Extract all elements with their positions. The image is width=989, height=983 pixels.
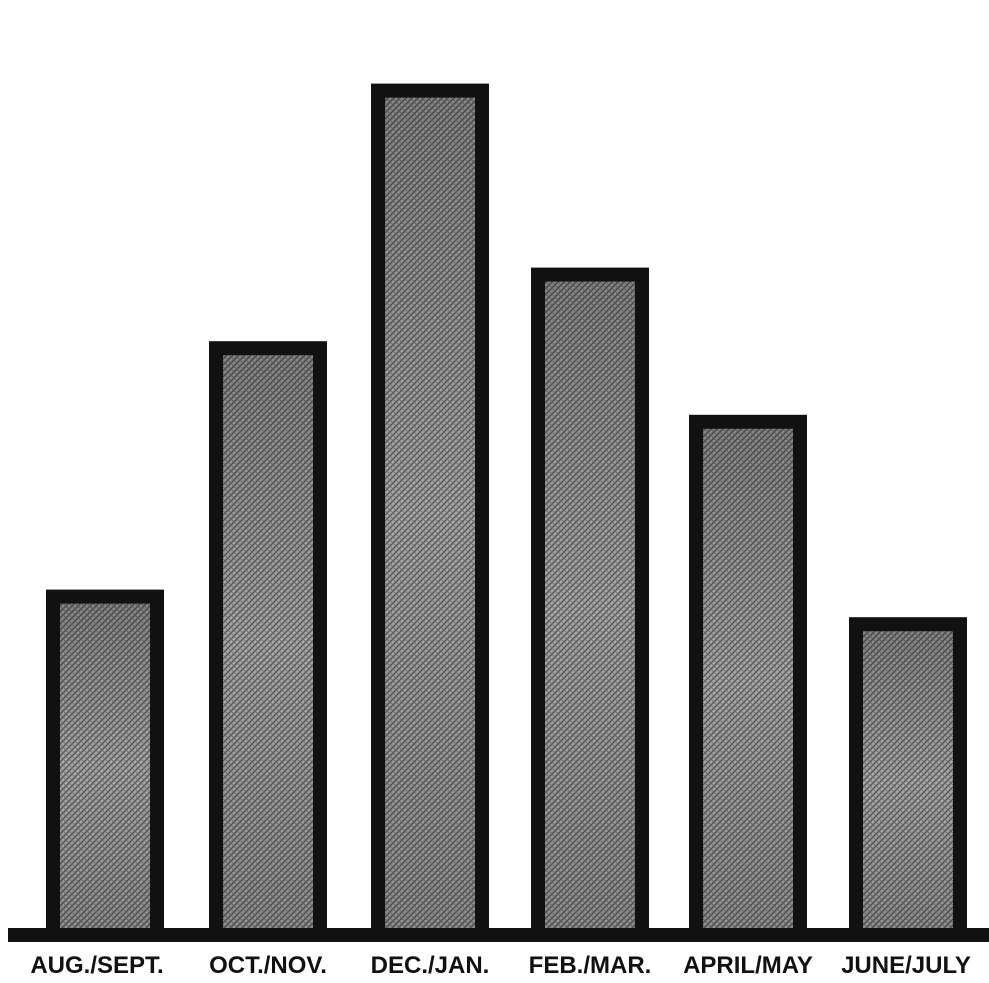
bar-shading bbox=[60, 603, 150, 930]
bar-5 bbox=[689, 414, 807, 930]
x-tick-label: JUNE/JULY bbox=[841, 952, 971, 979]
bar-shading bbox=[863, 631, 953, 930]
bar-2 bbox=[209, 341, 327, 930]
bar-4 bbox=[531, 267, 649, 931]
bar-6 bbox=[849, 617, 967, 930]
x-tick-label: OCT./NOV. bbox=[209, 952, 327, 979]
bar-shading bbox=[545, 281, 635, 931]
x-tick-label: AUG./SEPT. bbox=[30, 952, 163, 979]
bar-shading bbox=[385, 97, 475, 931]
bar-shading bbox=[703, 428, 793, 930]
x-tick-label: FEB./MAR. bbox=[529, 952, 652, 979]
bar-shading bbox=[223, 355, 313, 930]
bar-3 bbox=[371, 83, 489, 931]
x-tick-label: APRIL/MAY bbox=[683, 952, 813, 979]
bar-1 bbox=[46, 589, 164, 930]
x-tick-label: DEC./JAN. bbox=[371, 952, 490, 979]
